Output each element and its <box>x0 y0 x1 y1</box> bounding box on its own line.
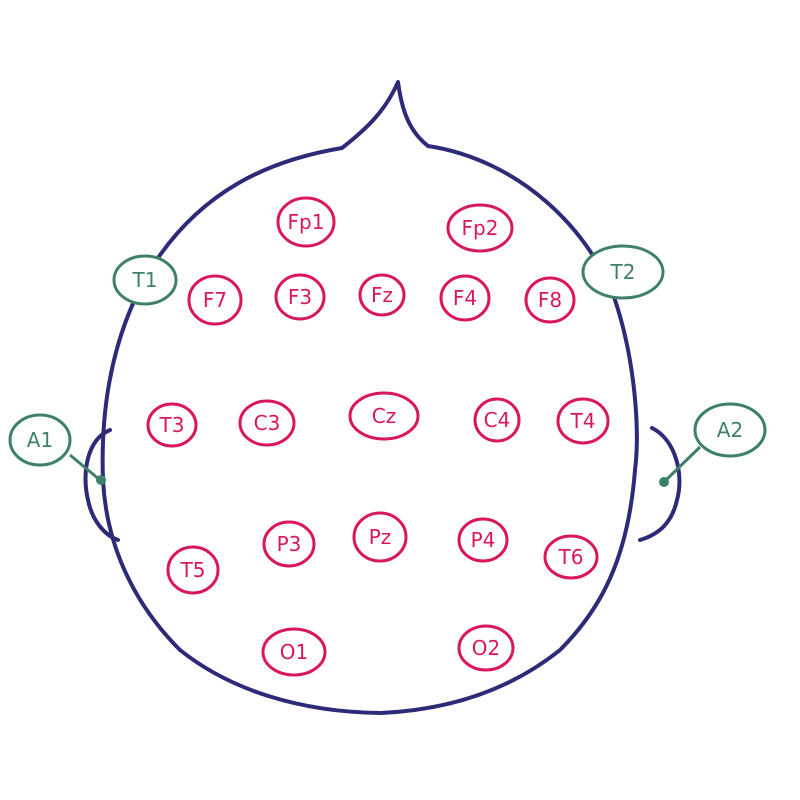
electrode-t4-label: T4 <box>570 409 596 433</box>
electrode-o1: O1 <box>261 627 327 677</box>
electrode-p3-circle <box>262 520 316 568</box>
electrode-t5: T5 <box>166 545 220 595</box>
reference-a2-label: A2 <box>717 418 743 442</box>
electrode-t5-circle <box>166 545 220 595</box>
electrode-t4-circle <box>556 397 610 445</box>
reference-t1-label: T1 <box>132 268 158 292</box>
reference-a1-label: A1 <box>27 428 53 452</box>
electrode-t6-label: T6 <box>558 545 584 569</box>
electrode-o2-circle <box>457 624 515 672</box>
electrode-t3-label: T3 <box>159 413 185 437</box>
reference-t2-label: T2 <box>610 260 636 284</box>
reference-a2-circle <box>693 402 767 458</box>
electrode-group: Fp1 Fp2 F7 F3 Fz F4 F8 T3 C3 Cz C4 T4 T5 P3 Pz P4 T6 O1 O2 <box>146 196 610 677</box>
electrode-f4: F4 <box>439 274 491 322</box>
electrode-f8: F8 <box>524 276 576 324</box>
electrode-fz: Fz <box>358 273 406 317</box>
electrode-fp2-label: Fp2 <box>462 216 499 240</box>
electrode-c3-label: C3 <box>254 411 281 435</box>
reference-t1-circle <box>112 254 178 306</box>
electrode-f4-label: F4 <box>453 286 477 310</box>
electrode-o2-label: O2 <box>472 636 500 660</box>
electrode-p4-label: P4 <box>471 528 496 552</box>
electrode-f8-circle <box>524 276 576 324</box>
electrode-c3: C3 <box>238 399 296 447</box>
electrode-c4-label: C4 <box>484 408 511 432</box>
a2-attach-dot <box>659 477 669 487</box>
a1-connector-line <box>69 453 101 482</box>
electrode-t4: T4 <box>556 397 610 445</box>
electrode-t3-circle <box>146 402 198 448</box>
electrode-fz-circle <box>358 273 406 317</box>
electrode-pz: Pz <box>352 511 408 563</box>
electrode-o1-circle <box>261 627 327 677</box>
electrode-f7-circle <box>187 274 243 326</box>
electrode-o2: O2 <box>457 624 515 672</box>
reference-t2: T2 <box>581 244 665 300</box>
electrode-t3: T3 <box>146 402 198 448</box>
electrode-f8-label: F8 <box>538 288 562 312</box>
reference-a1-circle <box>8 413 72 467</box>
electrode-p4-circle <box>457 517 509 563</box>
right-ear <box>638 426 682 542</box>
electrode-c3-circle <box>238 399 296 447</box>
reference-t1: T1 <box>112 254 178 306</box>
electrode-f3: F3 <box>274 273 326 321</box>
reference-a1: A1 <box>8 413 72 467</box>
electrode-fp1-label: Fp1 <box>288 210 325 234</box>
electrode-fz-label: Fz <box>371 283 393 307</box>
electrode-p4: P4 <box>457 517 509 563</box>
electrode-f3-label: F3 <box>288 285 312 309</box>
reference-a2: A2 <box>693 402 767 458</box>
electrode-t5-label: T5 <box>180 558 206 582</box>
reference-t2-circle <box>581 244 665 300</box>
electrode-cz: Cz <box>348 391 420 441</box>
electrode-c4: C4 <box>473 397 521 443</box>
electrode-pz-label: Pz <box>369 525 392 549</box>
electrode-p3-label: P3 <box>277 532 302 556</box>
electrode-f3-circle <box>274 273 326 321</box>
electrode-t6-circle <box>543 534 599 580</box>
electrode-p3: P3 <box>262 520 316 568</box>
electrode-cz-label: Cz <box>372 404 396 428</box>
electrode-pz-circle <box>352 511 408 563</box>
electrode-f4-circle <box>439 274 491 322</box>
left-ear <box>83 428 120 542</box>
electrode-fp1: Fp1 <box>276 196 336 248</box>
head-outline <box>100 80 639 715</box>
reference-group: T1 T2 A1 A2 <box>8 244 767 487</box>
electrode-f7: F7 <box>187 274 243 326</box>
electrode-fp2-circle <box>446 203 514 253</box>
electrode-f7-label: F7 <box>203 288 227 312</box>
electrode-cz-circle <box>348 391 420 441</box>
electrode-o1-label: O1 <box>280 640 308 664</box>
electrode-fp1-circle <box>276 196 336 248</box>
electrode-t6: T6 <box>543 534 599 580</box>
electrode-fp2: Fp2 <box>446 203 514 253</box>
a2-connector-line <box>664 445 702 482</box>
electrode-c4-circle <box>473 397 521 443</box>
a1-attach-dot <box>96 475 106 485</box>
